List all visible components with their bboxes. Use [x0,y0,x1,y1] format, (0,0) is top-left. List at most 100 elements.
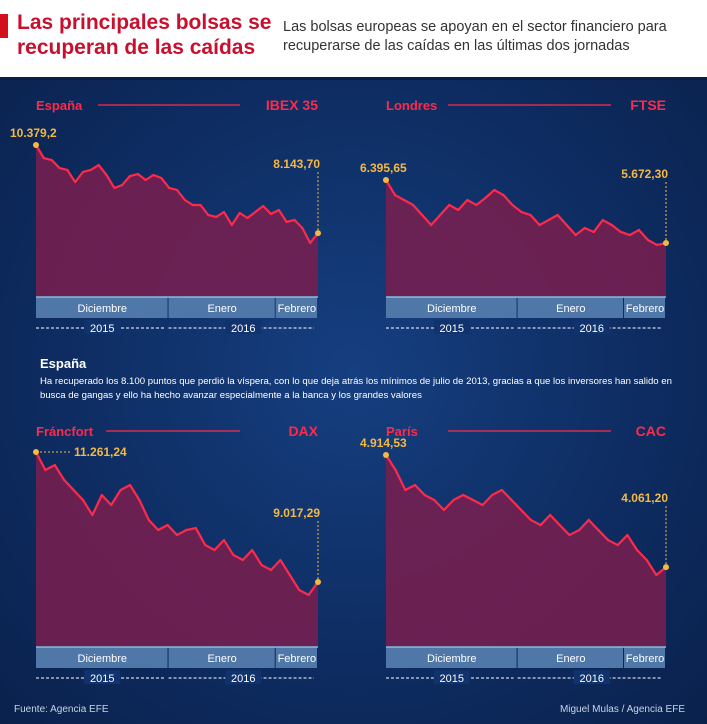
line-segment [230,211,241,227]
month-label: Enero [207,303,236,315]
month-cell [275,297,317,318]
line-segment [260,563,273,572]
line-segment [168,186,179,192]
line-segment [394,468,407,492]
line-segment [63,478,75,492]
month-cell [386,297,517,318]
year-label: 2015 [440,673,464,685]
line-segment [42,156,53,162]
line-segment [246,210,257,220]
area-fill [36,145,318,296]
line-segment [502,193,514,207]
line-segment [113,183,124,190]
line-segment [97,163,108,177]
line-segment [34,450,47,472]
start-point [383,451,389,458]
line-segment [549,513,561,527]
line-segment [269,558,282,572]
line-segment [529,518,542,527]
line-segment [204,543,216,552]
line-segment [404,483,417,492]
chart-index-label: CAC [636,423,666,439]
line-segment [288,573,301,592]
line-segment [475,196,487,207]
line-segment [144,173,155,182]
line-segment [232,553,244,562]
line-segment [251,548,263,567]
year-label: 2015 [90,673,114,685]
month-label: Febrero [626,303,665,315]
year-bg [225,320,262,334]
month-cell [36,647,168,668]
source: Fuente: Agencia EFE [14,704,109,715]
start-value-label: 11.261,24 [74,445,127,459]
line-segment [592,218,604,234]
line-segment [298,588,310,597]
start-value-label: 6.395,65 [360,161,407,175]
line-segment [285,218,296,224]
chart-region-label: Londres [386,98,437,113]
chart-index-label: FTSE [630,97,666,113]
credit: Miguel Mulas / Agencia EFE [559,704,685,715]
month-label: Enero [207,653,236,665]
chart-index-label: IBEX 35 [266,97,318,113]
start-value-label: 4.914,53 [360,436,407,450]
line-segment [626,533,639,552]
line-segment [293,218,304,230]
line-segment [138,498,150,522]
month-label: Diciembre [427,653,477,665]
line-segment [81,498,94,517]
chart-region-label: España [36,98,83,113]
month-label: Enero [556,653,585,665]
line-segment [175,188,186,202]
year-label: 2016 [580,323,604,335]
line-segment [583,226,595,234]
month-label: Febrero [278,653,317,665]
line-segment [241,548,254,562]
line-segment [491,488,503,497]
line-segment [74,170,85,184]
line-segment [637,228,650,242]
line-segment [635,548,648,562]
note: España Ha recuperado los 8.100 puntos qu… [40,356,690,403]
month-label: Diciembre [78,653,128,665]
line-segment [222,210,233,227]
year-label: 2015 [90,323,114,335]
note-text: Ha recuperado los 8.100 puntos que perdi… [40,376,672,401]
line-segment [433,498,446,512]
line-segment [597,528,610,542]
line-segment [520,210,532,217]
start-value-label: 10.379,2 [10,126,57,140]
line-segment [58,166,69,172]
line-segment [213,538,226,552]
month-label: Enero [556,303,585,315]
month-label: Febrero [278,303,317,315]
line-segment [279,558,291,577]
page-title: Las principales bolsas se recuperan de l… [17,11,272,59]
line-segment [510,498,523,512]
year-label: 2016 [231,323,255,335]
line-segment [539,513,552,527]
line-segment [619,230,631,237]
line-segment [136,172,147,182]
year-label: 2015 [440,323,464,335]
line-segment [628,228,641,237]
line-segment [207,213,218,219]
end-value-label: 9.017,29 [273,506,320,520]
line-segment [44,463,56,472]
line-segment [199,203,210,217]
chart-region-label: Fráncfort [36,424,94,439]
area-fill [386,455,666,646]
year-label: 2016 [231,673,255,685]
line-segment [222,538,235,557]
line-segment [152,173,163,180]
line-segment [81,168,92,174]
line-segment [157,523,169,532]
line-segment [616,533,629,547]
line-segment [423,493,436,502]
line-segment [100,493,113,507]
end-value-label: 4.061,20 [621,491,668,505]
line-segment [520,508,532,522]
line-segment [185,526,197,532]
